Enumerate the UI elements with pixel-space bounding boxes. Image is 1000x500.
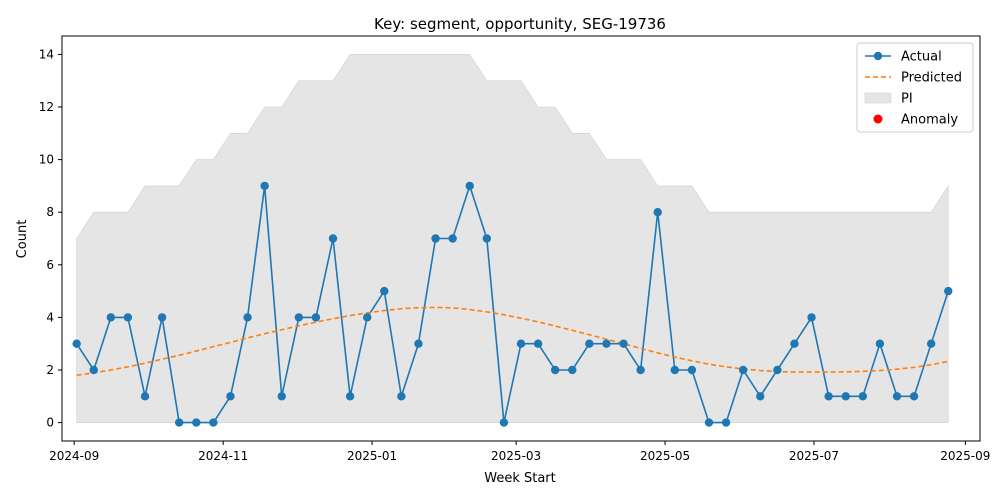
actual-point xyxy=(72,339,81,348)
y-axis: 0 2 4 6 8 10 12 14 xyxy=(39,47,62,430)
actual-point xyxy=(533,339,543,348)
x-tick-label: 2025-05 xyxy=(640,449,690,463)
actual-point xyxy=(926,339,936,348)
actual-point xyxy=(824,392,833,401)
y-tick-label: 6 xyxy=(46,258,54,272)
actual-point xyxy=(414,339,423,348)
actual-point xyxy=(653,208,662,217)
actual-point xyxy=(602,339,611,348)
actual-point xyxy=(294,313,304,322)
x-axis: 2024-09 2024-11 2025-01 2025-03 2025-05 2025-… xyxy=(49,441,990,463)
x-tick-label: 2025-07 xyxy=(789,449,839,463)
y-tick-label: 14 xyxy=(39,47,54,61)
actual-point xyxy=(773,365,782,375)
actual-point xyxy=(226,392,235,401)
actual-point xyxy=(380,286,389,296)
actual-point xyxy=(807,313,816,322)
x-axis-label: Week Start xyxy=(484,471,556,486)
actual-point xyxy=(568,365,577,375)
actual-point xyxy=(858,392,868,401)
actual-point xyxy=(243,313,252,322)
actual-point xyxy=(619,339,628,348)
actual-point xyxy=(123,313,133,322)
y-axis-label: Count xyxy=(15,220,30,259)
actual-point xyxy=(260,181,269,191)
legend-label: Anomaly xyxy=(901,113,958,128)
x-tick-label: 2025-03 xyxy=(491,449,541,463)
y-tick-label: 4 xyxy=(46,310,54,324)
actual-point xyxy=(738,365,748,375)
actual-point xyxy=(448,234,457,243)
x-tick-label: 2024-11 xyxy=(198,449,248,463)
actual-point xyxy=(841,392,850,401)
actual-point xyxy=(106,313,116,322)
x-tick-label: 2025-09 xyxy=(940,449,990,463)
y-tick-label: 10 xyxy=(39,153,54,167)
actual-point xyxy=(209,418,218,427)
actual-point xyxy=(790,339,799,348)
actual-point xyxy=(465,181,474,191)
actual-point xyxy=(944,286,953,296)
y-tick-label: 0 xyxy=(46,416,54,430)
legend-box xyxy=(856,42,974,133)
actual-point xyxy=(362,313,372,322)
actual-point xyxy=(909,392,919,401)
actual-point xyxy=(550,365,560,375)
actual-point xyxy=(431,234,440,243)
actual-point xyxy=(174,418,184,427)
chart-title: Key: segment, opportunity, SEG-19736 xyxy=(374,15,666,33)
legend-anomaly-swatch xyxy=(873,114,883,124)
actual-point xyxy=(670,365,680,375)
actual-point xyxy=(516,339,526,348)
x-tick-label: 2025-01 xyxy=(347,449,397,463)
y-tick-label: 8 xyxy=(46,205,54,219)
actual-point xyxy=(687,365,697,375)
actual-point xyxy=(585,339,594,348)
actual-point xyxy=(345,392,355,401)
actual-point xyxy=(756,392,765,401)
legend-label: PI xyxy=(901,92,913,107)
plot-frame xyxy=(61,35,981,442)
actual-series-line xyxy=(75,183,950,424)
actual-point xyxy=(140,392,150,401)
actual-point xyxy=(397,392,406,401)
legend-pi-swatch xyxy=(864,92,892,104)
actual-point xyxy=(157,313,167,322)
actual-point xyxy=(192,418,201,427)
y-tick-label: 2 xyxy=(46,363,54,377)
x-tick-label: 2024-09 xyxy=(49,449,99,463)
actual-point xyxy=(636,365,645,375)
actual-point xyxy=(875,339,885,348)
actual-point xyxy=(704,418,714,427)
actual-point xyxy=(721,418,731,427)
actual-point xyxy=(499,418,509,427)
actual-point xyxy=(89,365,98,375)
legend-label: Predicted xyxy=(901,71,962,86)
actual-point xyxy=(328,234,338,243)
legend-actual-marker xyxy=(873,51,883,61)
legend-label: Actual xyxy=(901,50,942,65)
actual-point xyxy=(892,392,902,401)
actual-point xyxy=(277,392,286,401)
prediction-interval-band xyxy=(76,54,949,423)
plot-area xyxy=(72,54,953,427)
predicted-series-line xyxy=(76,306,949,377)
actual-point xyxy=(482,234,492,243)
actual-point xyxy=(311,313,321,322)
legend: Actual Predicted PI Anomaly xyxy=(856,42,974,133)
y-tick-label: 12 xyxy=(39,100,54,114)
